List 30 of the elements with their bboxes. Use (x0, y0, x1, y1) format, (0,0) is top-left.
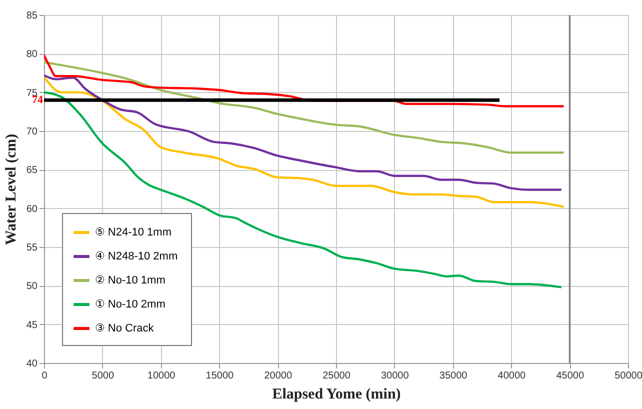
annotation: 74 (32, 94, 44, 106)
x-axis-title: Elapsed Yome (min) (272, 386, 401, 402)
y-axis-title: Water Level (cm) (3, 134, 20, 246)
y-tick-label: 70 (26, 126, 38, 138)
x-tick-label: 40000 (498, 370, 526, 382)
y-tick-label: 80 (26, 49, 38, 60)
x-tick-label: 20000 (264, 370, 292, 382)
y-tick-label: 55 (26, 242, 38, 254)
legend-label: ⑤ N24-10 1mm (95, 226, 172, 238)
legend-label: ② No-10 1mm (95, 274, 166, 286)
x-tick-label: 35000 (439, 370, 468, 382)
legend-label: ④ N248-10 2mm (95, 250, 178, 262)
x-tick-label: 50000 (614, 370, 642, 382)
y-tick-label: 65 (26, 165, 38, 176)
x-tick-label: 30000 (380, 370, 410, 382)
x-tick-label: 5000 (92, 370, 114, 382)
legend-label: ① No-10 2mm (95, 298, 166, 310)
x-tick-label: 10000 (147, 370, 176, 382)
x-tick-label: 25000 (322, 370, 351, 382)
x-tick-label: 0 (42, 370, 48, 382)
x-tick-label: 15000 (206, 370, 234, 382)
y-tick-label: 60 (26, 204, 38, 215)
y-tick-label: 50 (26, 281, 38, 292)
y-tick-label: 40 (26, 358, 38, 370)
y-tick-label: 45 (26, 320, 38, 331)
legend-label: ③ No Crack (95, 322, 154, 334)
line-series (44, 61, 565, 154)
x-tick-label: 45000 (556, 370, 584, 382)
y-tick-label: 85 (26, 10, 38, 22)
line-series (44, 91, 563, 288)
